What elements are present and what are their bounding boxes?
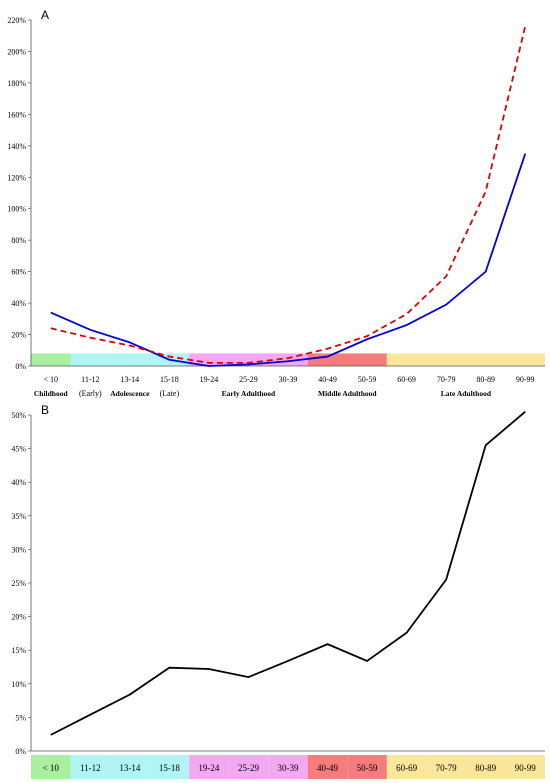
category-cell	[347, 755, 387, 779]
panel-a: A 0% 20% 40% 60% 80% 100% 120% 140% 160% 180% 200%…	[7, 8, 545, 398]
panel-b: B 0% 5% 10% 15% 20% 25% 30% 35% 40% 45% 50% < 10 11…	[11, 403, 545, 779]
category-cell	[386, 755, 427, 779]
y-tick-label: 180%	[7, 79, 26, 88]
panel-a-y-ticks: 0% 20% 40% 60% 80% 100% 120% 140% 160% 180% 200% 22…	[7, 16, 31, 371]
x-tick-label: 19-24	[198, 763, 219, 773]
group-label: Childhood	[34, 389, 69, 398]
y-tick-label: 40%	[11, 299, 26, 308]
y-tick-label: 0%	[15, 362, 26, 371]
x-tick-label: 40-49	[317, 763, 338, 773]
x-tick-label: < 10	[43, 763, 60, 773]
y-tick-label: 160%	[7, 110, 26, 119]
category-cell	[426, 755, 466, 779]
panel-a-age-bands	[31, 353, 545, 366]
panel-b-category-cells: < 10 11-12 13-14 15-18 19-24 25-29 30-39 40-49 5…	[31, 755, 545, 779]
category-cell	[268, 755, 308, 779]
y-tick-label: 15%	[11, 646, 26, 655]
group-label: Middle Adulthood	[318, 389, 377, 398]
x-tick-label: 60-69	[397, 375, 416, 384]
x-tick-label: 90-99	[516, 375, 535, 384]
panel-b-y-ticks: 0% 5% 10% 15% 20% 25% 30% 35% 40% 45% 50%	[11, 411, 31, 756]
panel-b-label: B	[41, 403, 49, 417]
age-band-4	[386, 353, 545, 366]
x-tick-label: 30-39	[279, 375, 298, 384]
y-tick-label: 80%	[11, 236, 26, 245]
category-cell	[189, 755, 229, 779]
group-label: Adolescence	[110, 389, 150, 398]
series-line-0	[50, 153, 527, 367]
group-label: Late Adulthood	[441, 389, 492, 398]
x-tick-label: < 10	[44, 375, 59, 384]
x-tick-label: 60-69	[396, 763, 417, 773]
category-cell	[149, 755, 190, 779]
y-tick-label: 140%	[7, 142, 26, 151]
series-line-1	[50, 26, 527, 364]
x-tick-sublabel: (Early)	[79, 389, 102, 398]
x-tick-label: 90-99	[515, 763, 536, 773]
age-band-3	[307, 353, 387, 366]
y-tick-label: 60%	[11, 268, 26, 277]
x-tick-label: 70-79	[437, 375, 456, 384]
category-cell	[307, 755, 348, 779]
category-cell	[505, 755, 545, 779]
y-tick-label: 200%	[7, 47, 26, 56]
x-tick-label: 40-49	[318, 375, 337, 384]
y-tick-label: 25%	[11, 579, 26, 588]
x-tick-label: 70-79	[436, 763, 457, 773]
y-tick-label: 45%	[11, 445, 26, 454]
category-cell	[31, 755, 71, 779]
age-band-1	[70, 353, 190, 366]
y-tick-label: 220%	[7, 16, 26, 25]
y-tick-label: 0%	[15, 747, 26, 756]
age-band-0	[31, 353, 71, 366]
panel-a-group-labels: Childhood Adolescence Early Adulthood Middl…	[34, 389, 492, 398]
x-tick-label: 25-29	[239, 375, 258, 384]
x-tick-label: 11-12	[81, 375, 99, 384]
x-tick-label: 11-12	[80, 763, 101, 773]
x-tick-label: 15-18	[159, 763, 180, 773]
x-tick-label: 13-14	[119, 763, 140, 773]
y-tick-label: 20%	[11, 613, 26, 622]
x-tick-label: 50-59	[358, 375, 377, 384]
x-tick-label: 80-89	[476, 375, 495, 384]
category-cell	[228, 755, 269, 779]
y-tick-label: 40%	[11, 478, 26, 487]
panel-a-x-ticks: < 10 11-12 (Early) 13-14 15-18 (Late) 19-24 25-…	[44, 375, 535, 398]
x-tick-label: 30-39	[278, 763, 299, 773]
y-tick-label: 10%	[11, 680, 26, 689]
x-tick-label: 15-18	[160, 375, 179, 384]
y-tick-label: 30%	[11, 545, 26, 554]
y-tick-label: 20%	[11, 331, 26, 340]
y-tick-label: 100%	[7, 205, 26, 214]
panel-b-series	[50, 410, 526, 736]
x-tick-label: 13-14	[121, 375, 140, 384]
category-cell	[465, 755, 506, 779]
y-tick-label: 35%	[11, 512, 26, 521]
x-tick-label: 25-29	[238, 763, 259, 773]
group-label: Early Adulthood	[222, 389, 276, 398]
y-tick-label: 50%	[11, 411, 26, 420]
x-tick-label: 50-59	[357, 763, 378, 773]
x-tick-sublabel: (Late)	[160, 389, 180, 398]
category-cell	[110, 755, 150, 779]
y-tick-label: 120%	[7, 173, 26, 182]
y-tick-label: 5%	[15, 713, 26, 722]
x-tick-label: 80-89	[475, 763, 496, 773]
panel-a-label: A	[41, 8, 49, 22]
series-line-0	[50, 410, 526, 736]
category-cell	[70, 755, 111, 779]
x-tick-label: 19-24	[200, 375, 219, 384]
panel-a-series	[50, 26, 527, 367]
